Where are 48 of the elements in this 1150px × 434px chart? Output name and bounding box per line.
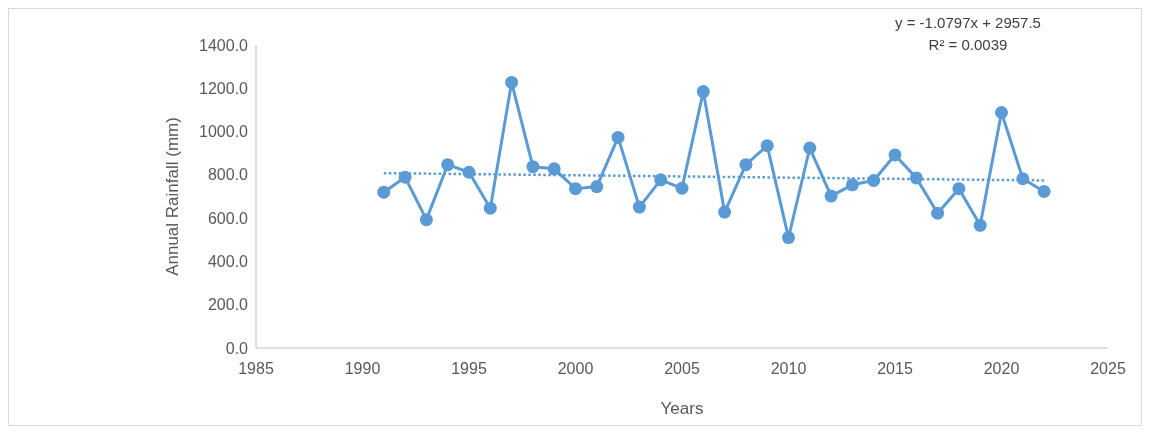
point: [931, 206, 945, 220]
point: [824, 189, 838, 203]
point: [483, 201, 497, 215]
x-tick-label: 1985: [238, 360, 274, 377]
point: [1037, 185, 1051, 199]
x-tick-label: 1995: [451, 360, 487, 377]
point: [760, 139, 774, 153]
point: [888, 148, 902, 162]
y-tick-label: 800.0: [207, 166, 249, 184]
point: [547, 162, 561, 176]
point: [526, 160, 540, 174]
point: [569, 182, 582, 196]
point: [505, 75, 519, 89]
x-tick-label: 2000: [557, 360, 594, 377]
point: [952, 182, 966, 196]
x-tick-label: 2020: [983, 360, 1020, 377]
x-tick-label: 2005: [664, 360, 700, 377]
annotation: R² = 0.0039: [928, 36, 1008, 53]
y-tick-label: 1200.0: [199, 79, 249, 97]
point: [611, 130, 625, 144]
point: [441, 158, 455, 172]
point: [718, 205, 732, 219]
y-tick-label: 200.0: [207, 296, 249, 314]
x-axis-title: Years: [660, 399, 704, 418]
x-tick-label: 1990: [344, 360, 381, 377]
point: [632, 200, 646, 214]
point: [419, 213, 433, 227]
y-tick-label: 400.0: [207, 253, 249, 271]
point: [803, 141, 817, 155]
point: [995, 106, 1008, 120]
y-tick-label: 1400.0: [199, 36, 249, 54]
y-tick-label: 1000.0: [199, 123, 249, 141]
x-tick-label: 2025: [1090, 360, 1126, 377]
point: [739, 158, 753, 172]
point: [973, 218, 987, 232]
y-axis-title: Annual Rainfall (mm): [163, 117, 182, 276]
y-tick-label: 600.0: [207, 209, 249, 227]
point: [377, 185, 391, 199]
point: [696, 85, 710, 99]
y-tick-label: 0.0: [225, 339, 249, 357]
point: [675, 181, 689, 195]
text: y = -1.0797x + 2957.5: [895, 14, 1041, 31]
point: [654, 173, 668, 187]
point: [845, 178, 859, 192]
x-tick-label: 2015: [877, 360, 913, 377]
point: [782, 231, 795, 245]
x-tick-label: 2010: [770, 360, 807, 377]
point: [590, 180, 604, 194]
